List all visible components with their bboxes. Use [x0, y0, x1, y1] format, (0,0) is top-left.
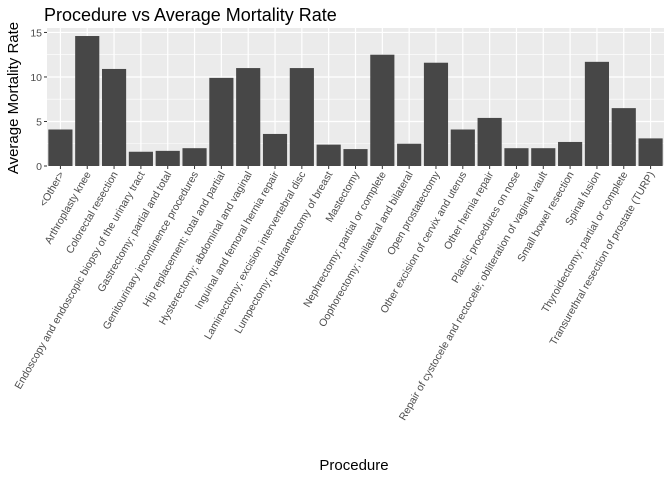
- y-tick-label: 15: [30, 27, 42, 39]
- bar: [316, 144, 341, 166]
- bar: [558, 141, 583, 166]
- bar: [101, 68, 127, 166]
- y-tick-label: 10: [30, 72, 42, 84]
- bar: [504, 148, 529, 166]
- bar: [262, 133, 288, 166]
- y-axis: 0 5 10 15: [30, 27, 47, 173]
- bar: [397, 143, 422, 166]
- bar: [450, 129, 475, 166]
- bar: [128, 151, 153, 166]
- y-tick-label: 5: [36, 116, 42, 128]
- bar: [370, 54, 395, 166]
- bar: [423, 62, 449, 166]
- x-axis-title: Procedure: [319, 457, 388, 474]
- bars: [48, 36, 663, 166]
- chart-title: Procedure vs Average Mortality Rate: [44, 5, 337, 25]
- bar: [289, 68, 314, 166]
- bar: [75, 36, 100, 166]
- bar: [209, 77, 234, 166]
- y-axis-title: Average Mortality Rate: [5, 22, 22, 174]
- bar: [155, 150, 180, 166]
- bar: [611, 108, 636, 166]
- bar: [236, 68, 261, 166]
- y-tick-label: 0: [36, 161, 42, 173]
- bar: [638, 138, 663, 166]
- bar: [531, 148, 556, 166]
- bar: [48, 129, 73, 166]
- x-tick-label: <Other>: [37, 170, 67, 209]
- bar: [477, 117, 502, 166]
- bar: [584, 61, 610, 166]
- bar: [182, 148, 207, 166]
- bar: [343, 149, 368, 166]
